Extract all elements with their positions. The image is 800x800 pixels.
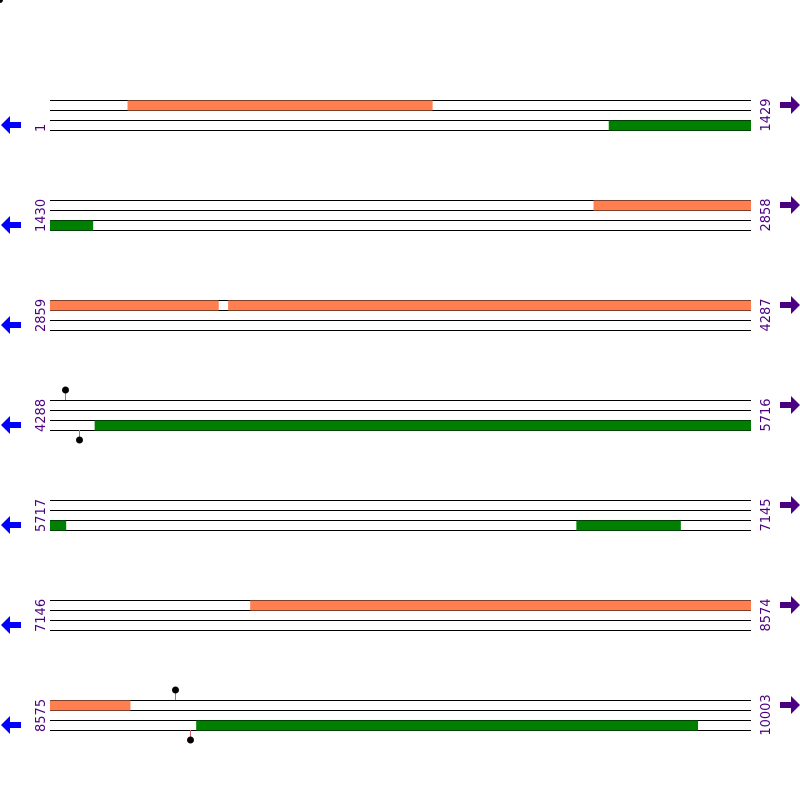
lollipop-marker-icon: [172, 686, 179, 700]
left-arrow-icon[interactable]: [1, 216, 21, 234]
map-row: 1430 2858: [1, 196, 800, 234]
row-start-label: 1430: [34, 199, 49, 232]
corner-dot-icon: [0, 0, 3, 3]
row-start-label: 2859: [34, 299, 49, 332]
left-arrow-icon[interactable]: [1, 316, 21, 334]
row-start-label: 4288: [34, 399, 49, 432]
reverse-feature-bar[interactable]: [576, 520, 681, 531]
right-arrow-icon[interactable]: [780, 696, 800, 714]
map-row: 5717 7145: [1, 496, 800, 534]
map-row: 7146 8574: [1, 596, 800, 634]
row-start-label: 1: [34, 124, 49, 132]
left-arrow-icon[interactable]: [1, 516, 21, 534]
row-end-label: 5716: [759, 398, 774, 431]
left-arrow-icon[interactable]: [1, 616, 21, 634]
lollipop-marker-icon: [76, 430, 83, 444]
lollipop-marker-icon: [187, 730, 194, 744]
forward-feature-bar[interactable]: [228, 300, 751, 311]
lollipop-marker-icon: [62, 386, 69, 400]
row-start-label: 7146: [34, 599, 49, 632]
right-arrow-icon[interactable]: [780, 596, 800, 614]
row-end-label: 10003: [759, 694, 774, 735]
reverse-feature-bar[interactable]: [94, 420, 751, 431]
forward-feature-bar[interactable]: [593, 200, 751, 211]
forward-feature-bar[interactable]: [50, 300, 219, 311]
right-arrow-icon[interactable]: [780, 496, 800, 514]
reverse-feature-bar[interactable]: [608, 120, 751, 131]
forward-feature-bar[interactable]: [250, 600, 751, 611]
map-row: 4288 5716: [1, 386, 800, 444]
forward-feature-bar[interactable]: [50, 700, 131, 711]
left-arrow-icon[interactable]: [1, 416, 21, 434]
row-end-label: 1429: [759, 98, 774, 131]
right-arrow-icon[interactable]: [780, 196, 800, 214]
right-arrow-icon[interactable]: [780, 296, 800, 314]
reverse-feature-bar[interactable]: [196, 720, 699, 731]
left-arrow-icon[interactable]: [1, 116, 21, 134]
map-row: 8575 10003: [1, 686, 800, 744]
row-end-label: 2858: [759, 198, 774, 231]
forward-feature-bar[interactable]: [127, 100, 433, 111]
right-arrow-icon[interactable]: [780, 96, 800, 114]
row-end-label: 8574: [759, 598, 774, 631]
left-arrow-icon[interactable]: [1, 716, 21, 734]
row-start-label: 8575: [34, 699, 49, 732]
map-row: 2859 4287: [1, 296, 800, 334]
map-row: 1 1429: [1, 96, 800, 134]
row-end-label: 7145: [759, 498, 774, 531]
row-end-label: 4287: [759, 298, 774, 331]
reverse-feature-bar[interactable]: [50, 220, 94, 231]
right-arrow-icon[interactable]: [780, 396, 800, 414]
reverse-feature-bar[interactable]: [50, 520, 67, 531]
row-start-label: 5717: [34, 499, 49, 532]
